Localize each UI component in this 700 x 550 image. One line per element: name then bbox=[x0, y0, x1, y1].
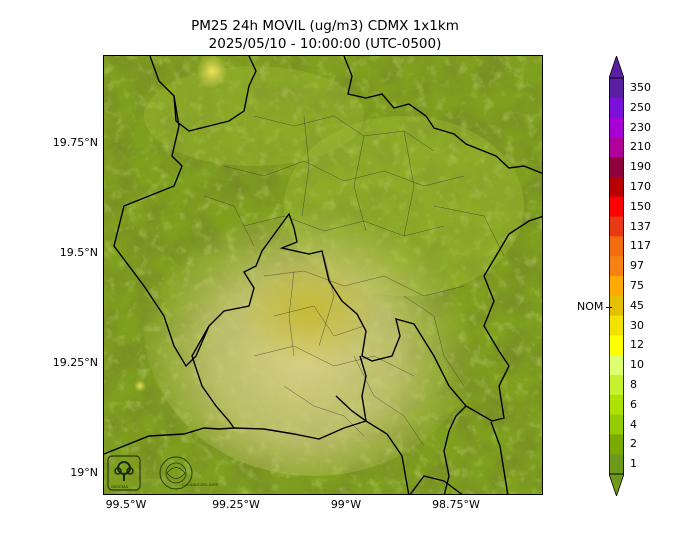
colorbar-tick-label: 1 bbox=[630, 457, 637, 471]
colorbar-segment bbox=[609, 97, 624, 119]
colorbar-tick-label: 150 bbox=[630, 199, 651, 213]
colorbar-segment bbox=[609, 375, 624, 396]
calidad-del-aire-logo bbox=[159, 456, 193, 490]
colorbar-tick-label: 190 bbox=[630, 160, 651, 174]
colorbar-segment bbox=[609, 295, 624, 317]
colorbar-segment bbox=[609, 157, 624, 178]
colorbar-extend-top bbox=[609, 56, 624, 79]
colorbar-tick-label: 2 bbox=[630, 437, 637, 451]
colorbar-segment bbox=[609, 315, 624, 336]
nom-marker-tick bbox=[606, 307, 612, 308]
colorbar-segment bbox=[609, 394, 624, 416]
ytick-label-19: 19°N bbox=[70, 466, 98, 479]
colorbar-segment bbox=[609, 454, 624, 475]
colorbar-segment bbox=[609, 414, 624, 435]
colorbar-segment bbox=[609, 434, 624, 455]
colorbar bbox=[609, 56, 624, 496]
colorbar-tick-label: 4 bbox=[630, 417, 637, 431]
colorbar-tick-label: 350 bbox=[630, 80, 651, 94]
colorbar-segment bbox=[609, 137, 624, 158]
colorbar-segment bbox=[609, 216, 624, 237]
state-boundaries bbox=[104, 56, 542, 494]
colorbar-tick-label: 30 bbox=[630, 318, 644, 332]
colorbar-tick-label: 117 bbox=[630, 239, 651, 253]
colorbar-segment bbox=[609, 236, 624, 257]
colorbar-frame bbox=[609, 77, 624, 475]
pm25-hotspot-west bbox=[134, 380, 146, 392]
xtick-label-98-75: 98.75°W bbox=[432, 498, 480, 511]
colorbar-tick-label: 8 bbox=[630, 377, 637, 391]
map-area[interactable] bbox=[103, 55, 543, 495]
pm25-hotspot-north bbox=[196, 56, 228, 89]
xtick-label-99: 99°W bbox=[330, 498, 362, 511]
sedema-logo bbox=[107, 455, 141, 491]
ytick-label-19-75: 19.75°N bbox=[52, 136, 98, 149]
terrain-map bbox=[104, 56, 542, 494]
colorbar-segment bbox=[609, 355, 624, 376]
calidad-del-aire-logo-text: CALIDAD DEL AIRE bbox=[182, 482, 219, 487]
map-title: PM25 24h MOVIL (ug/m3) CDMX 1x1km bbox=[191, 18, 459, 34]
colorbar-segment bbox=[609, 78, 624, 99]
colorbar-tick-label: 230 bbox=[630, 120, 651, 134]
colorbar-segment bbox=[609, 335, 624, 356]
ytick-label-19-25: 19.25°N bbox=[52, 356, 98, 369]
colorbar-segment bbox=[609, 256, 624, 277]
colorbar-tick-label: 6 bbox=[630, 397, 637, 411]
colorbar-tick-label: 210 bbox=[630, 140, 651, 154]
ytick-label-19-5: 19.5°N bbox=[59, 246, 98, 259]
municipal-boundaries bbox=[203, 115, 505, 447]
xtick-label-99-25: 99.25°W bbox=[212, 498, 260, 511]
xtick-label-99-5: 99.5°W bbox=[105, 498, 147, 511]
colorbar-tick-label: 170 bbox=[630, 179, 651, 193]
colorbar-extend-bottom bbox=[609, 473, 624, 496]
colorbar-segment bbox=[609, 177, 624, 198]
colorbar-tick-label: 137 bbox=[630, 219, 651, 233]
colorbar-segment bbox=[609, 276, 624, 297]
sedema-logo-text: SEDEMA bbox=[111, 484, 128, 489]
map-timestamp: 2025/05/10 - 10:00:00 (UTC-0500) bbox=[208, 36, 442, 52]
colorbar-tick-label: 45 bbox=[630, 298, 644, 312]
colorbar-segment bbox=[609, 117, 624, 138]
colorbar-tick-label: 10 bbox=[630, 358, 644, 372]
colorbar-tick-label: 250 bbox=[630, 100, 651, 114]
nom-marker-label: NOM bbox=[577, 300, 604, 313]
colorbar-tick-label: 75 bbox=[630, 278, 644, 292]
colorbar-segment bbox=[609, 196, 624, 218]
colorbar-tick-label: 97 bbox=[630, 259, 644, 273]
pm25-core bbox=[239, 256, 379, 366]
colorbar-tick-label: 12 bbox=[630, 338, 644, 352]
